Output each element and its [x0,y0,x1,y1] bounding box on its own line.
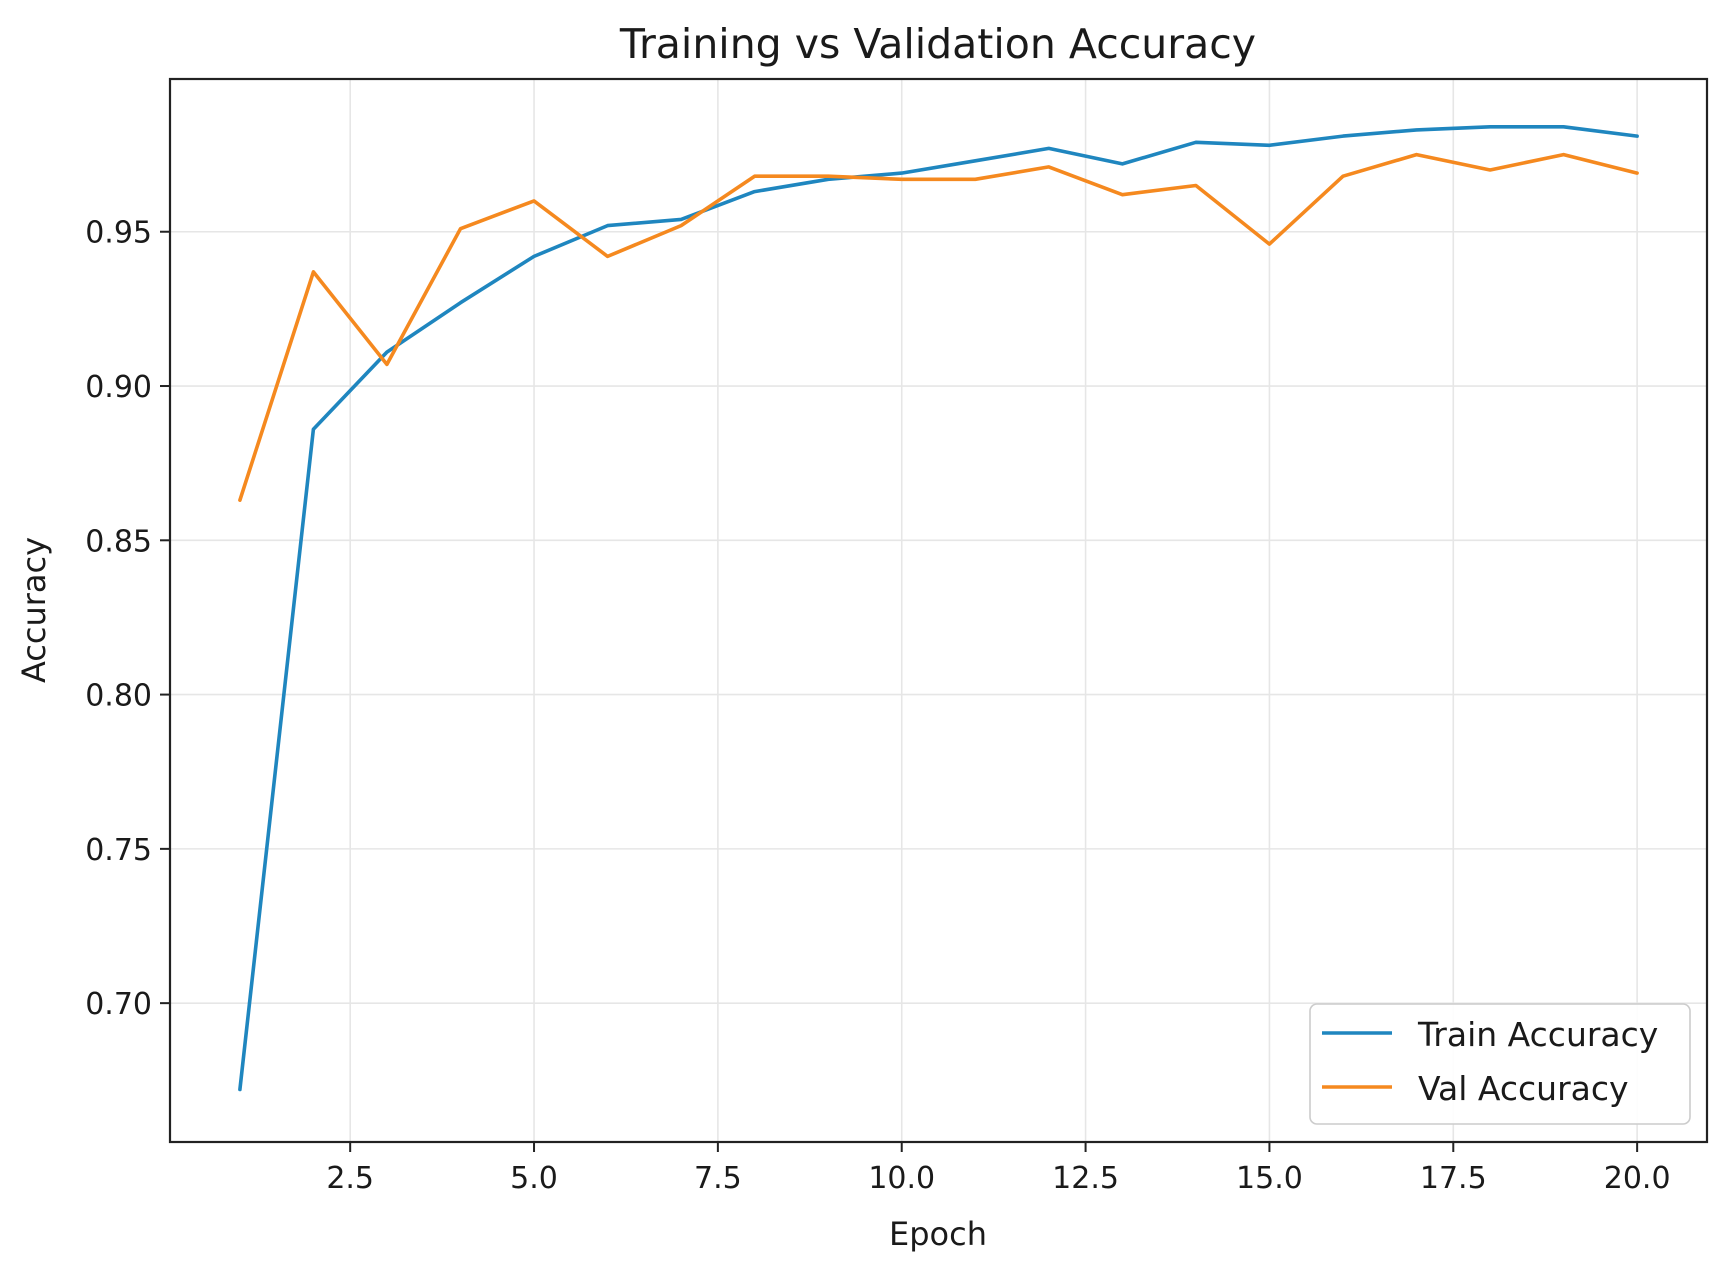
y-tick-label: 0.75 [85,833,152,868]
x-tick-label: 10.0 [868,1161,935,1196]
x-tick-label: 5.0 [510,1161,558,1196]
series-line-train [238,125,1639,1092]
series-line-val [238,152,1639,503]
chart-title: Training vs Validation Accuracy [619,20,1256,68]
legend-label-train: Train Accuracy [1417,1015,1658,1054]
plot-area-frame [168,77,1709,1144]
y-tick-label: 0.70 [85,987,152,1022]
legend-label-val: Val Accuracy [1418,1069,1629,1108]
y-tick-label: 0.95 [85,216,152,251]
y-tick-label: 0.90 [85,370,152,405]
x-tick-label: 7.5 [694,1161,742,1196]
x-tick-label: 20.0 [1604,1161,1671,1196]
legend: Train Accuracy Val Accuracy [1309,1003,1691,1125]
tick-layer: 2.5 5.0 7.5 10.0 12.5 15.0 17.5 20.0 0.70 0.75 0.8… [85,216,1670,1196]
y-tick-label: 0.85 [85,524,152,559]
x-tick-label: 17.5 [1420,1161,1487,1196]
y-tick-label: 0.80 [85,679,152,714]
x-tick-label: 2.5 [326,1161,374,1196]
x-tick-label: 15.0 [1236,1161,1303,1196]
grid-layer [170,79,1707,1142]
legend-box [1309,1003,1691,1125]
x-tick-label: 12.5 [1052,1161,1119,1196]
x-axis-label: Epoch [889,1215,987,1253]
series-layer [238,125,1639,1092]
y-axis-label: Accuracy [15,537,53,683]
